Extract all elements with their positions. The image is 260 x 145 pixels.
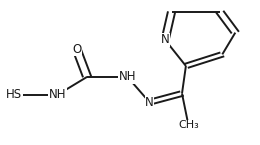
Text: N: N [145,96,154,109]
Text: O: O [72,43,81,56]
Text: CH₃: CH₃ [178,120,199,130]
Text: NH: NH [48,88,66,102]
Text: N: N [161,33,170,46]
Text: NH: NH [119,70,136,83]
Text: HS: HS [6,88,22,102]
